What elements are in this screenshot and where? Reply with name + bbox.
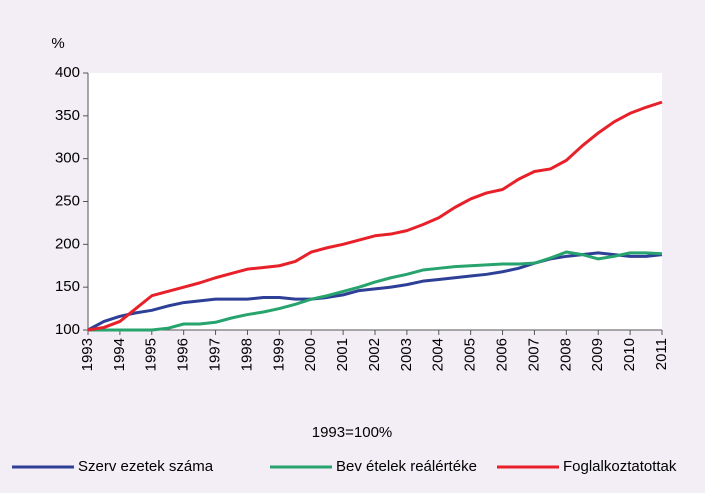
x-tick-label: 1998 <box>238 338 255 371</box>
y-axis-label: % <box>51 35 64 52</box>
legend-label: Bev ételek reálértéke <box>336 458 477 475</box>
y-tick-label: 100 <box>55 321 80 338</box>
series-line <box>87 251 663 332</box>
series-line <box>88 250 663 332</box>
x-tick-label: 1994 <box>111 338 128 371</box>
x-tick-label: 1997 <box>207 338 224 371</box>
y-tick-label: 150 <box>55 278 80 295</box>
annotation: 1993=100% <box>312 424 393 441</box>
y-tick-label: 350 <box>55 107 80 124</box>
x-tick-label: 1993 <box>79 338 96 371</box>
x-tick-label: 2002 <box>366 338 383 371</box>
legend-label: Foglalkoztatottak <box>563 458 677 475</box>
x-tick-label: 2005 <box>462 338 479 371</box>
y-tick-label: 400 <box>55 64 80 81</box>
x-tick-label: 2011 <box>653 338 670 370</box>
plot-area <box>88 73 662 330</box>
x-tick-label: 2001 <box>334 338 351 371</box>
y-tick-label: 200 <box>55 235 80 252</box>
x-tick-label: 1995 <box>143 338 160 371</box>
x-tick-label: 2009 <box>589 338 606 371</box>
x-tick-label: 1996 <box>175 338 192 371</box>
x-tick-label: 2000 <box>302 338 319 371</box>
x-tick-label: 2007 <box>525 338 542 371</box>
y-tick-label: 250 <box>55 192 80 209</box>
x-tick-label: 1999 <box>270 338 287 371</box>
legend-label: Szerv ezetek száma <box>78 458 214 475</box>
x-tick-label: 2004 <box>430 338 447 371</box>
x-tick-label: 2003 <box>398 338 415 371</box>
x-tick-label: 2006 <box>494 338 511 371</box>
series-line <box>87 100 663 332</box>
x-tick-label: 2010 <box>621 338 638 371</box>
x-tick-label: 2008 <box>557 338 574 371</box>
y-tick-label: 300 <box>55 150 80 167</box>
